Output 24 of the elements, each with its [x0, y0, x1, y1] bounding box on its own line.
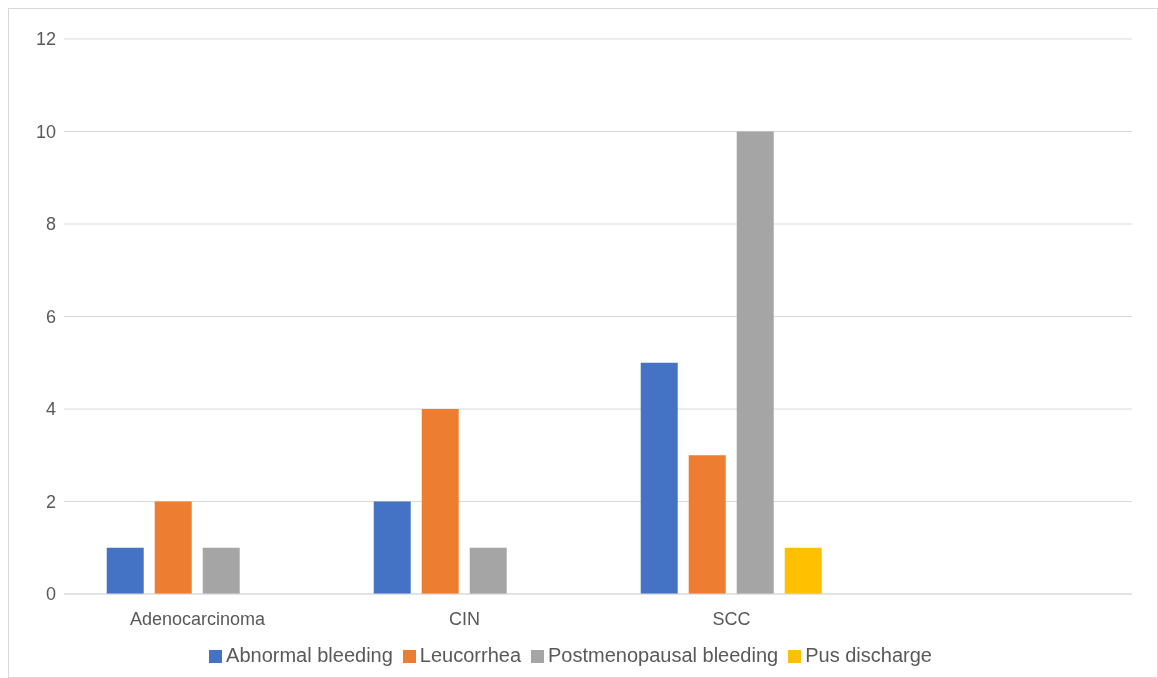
y-tick-label: 10 — [35, 121, 56, 142]
bar — [373, 501, 411, 594]
bar — [688, 455, 726, 594]
y-tick-label: 12 — [35, 29, 56, 50]
y-tick-label: 0 — [45, 584, 56, 605]
bar — [469, 547, 507, 594]
bar — [640, 362, 678, 594]
legend-label: Leucorrhea — [419, 644, 522, 666]
legend-label: Pus discharge — [805, 644, 932, 666]
bar — [736, 131, 774, 594]
y-tick-label: 2 — [45, 491, 56, 512]
y-tick-label: 4 — [45, 399, 56, 420]
bar — [154, 501, 192, 594]
x-tick-label: CIN — [449, 608, 480, 629]
y-tick-label: 8 — [45, 214, 56, 235]
bar — [784, 547, 822, 594]
bar — [421, 409, 459, 594]
x-tick-label: SCC — [712, 608, 751, 629]
bar — [202, 547, 240, 594]
legend-label: Abnormal bleeding — [226, 644, 393, 666]
y-tick-label: 6 — [45, 306, 56, 327]
legend-label: Postmenopausal bleeding — [548, 644, 779, 666]
bar — [106, 547, 144, 594]
x-tick-label: Adenocarcinoma — [129, 608, 267, 629]
